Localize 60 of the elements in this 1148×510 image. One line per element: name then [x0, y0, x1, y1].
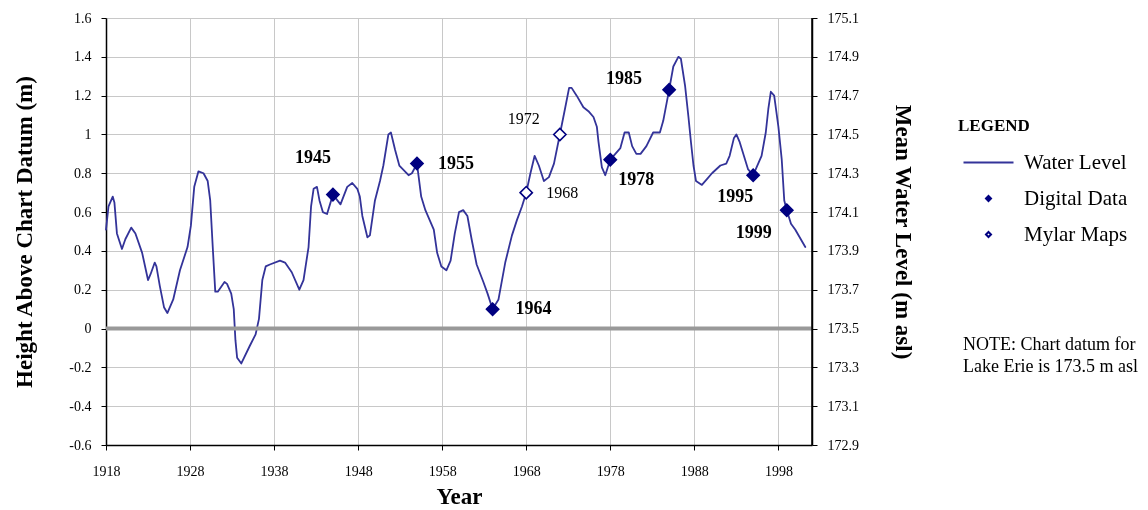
y2-tick-label: 174.1: [827, 204, 859, 220]
y-tick-label: 1: [84, 126, 92, 142]
y-tick-label: 0.2: [74, 282, 92, 298]
point: [410, 156, 424, 171]
legend-label: Water Level: [1024, 149, 1127, 174]
annotation: 1968: [546, 183, 579, 201]
x-tick-label: 1978: [596, 463, 625, 479]
text: NOTE: Chart datum for Lake Erie is 173.5 m asl: [963, 334, 1138, 376]
legend-title: LEGEND: [958, 116, 1030, 135]
x-tick-label: 1938: [260, 463, 289, 479]
point: [519, 185, 534, 200]
annotation: 1995: [717, 186, 754, 207]
y-tick-label: 0.8: [74, 165, 92, 181]
point: [779, 203, 794, 218]
x-tick-label: 1948: [344, 463, 373, 479]
y2-tick-label: 174.9: [827, 49, 859, 65]
line-series: [105, 55, 807, 365]
point: [662, 82, 677, 97]
y-tick-label: -0.2: [69, 359, 92, 375]
y-tick-label: 1.2: [74, 88, 92, 104]
y2-tick-label: 174.5: [827, 126, 859, 142]
y-tick-label: -0.6: [69, 437, 92, 453]
x-tick-label: 1958: [428, 463, 457, 479]
y-axis-title: Height Above Chart Datum (m): [12, 76, 38, 388]
annotation: 1955: [437, 152, 474, 173]
y2-tick-label: 174.3: [827, 165, 859, 181]
annotation: 1978: [618, 168, 655, 189]
x-tick-label: 1988: [680, 463, 709, 479]
y2-tick-label: 175.1: [827, 10, 859, 26]
x-tick-label: 1928: [176, 463, 205, 479]
y2-tick-label: 173.5: [827, 321, 859, 337]
legend-label: Digital Data: [1024, 185, 1128, 210]
annotation: 1999: [735, 222, 772, 243]
y-tick-label: 0: [84, 321, 92, 337]
y2-axis-title: Mean Water Level (m asl): [891, 104, 916, 360]
y2-tick-label: 173.9: [827, 243, 859, 259]
y-tick-label: 1.6: [74, 10, 92, 26]
y-tick-label: -0.4: [69, 398, 92, 414]
annotation: 1985: [606, 67, 643, 88]
annotation: 1945: [294, 146, 331, 167]
y2-tick-label: 172.9: [827, 437, 859, 453]
point: [746, 168, 761, 183]
point: [552, 127, 567, 142]
annotation: 1964: [515, 298, 552, 319]
x-axis-title: Year: [436, 483, 483, 509]
annotation: 1972: [507, 110, 540, 128]
y-tick-label: 0.4: [74, 243, 92, 259]
point: [603, 152, 618, 167]
x-tick-label: 1968: [512, 463, 541, 479]
y2-tick-label: 173.1: [827, 398, 859, 414]
y2-tick-label: 173.3: [827, 359, 859, 375]
x-tick-label: 1998: [764, 463, 793, 479]
point: [326, 187, 340, 202]
x-tick-label: 1918: [92, 463, 121, 479]
y-tick-label: 0.6: [74, 204, 92, 220]
y-tick-label: 1.4: [74, 49, 92, 65]
legend-label: Mylar Maps: [1024, 221, 1128, 246]
y2-tick-label: 174.7: [827, 88, 859, 104]
y2-tick-label: 173.7: [827, 282, 859, 298]
point: [485, 302, 500, 317]
